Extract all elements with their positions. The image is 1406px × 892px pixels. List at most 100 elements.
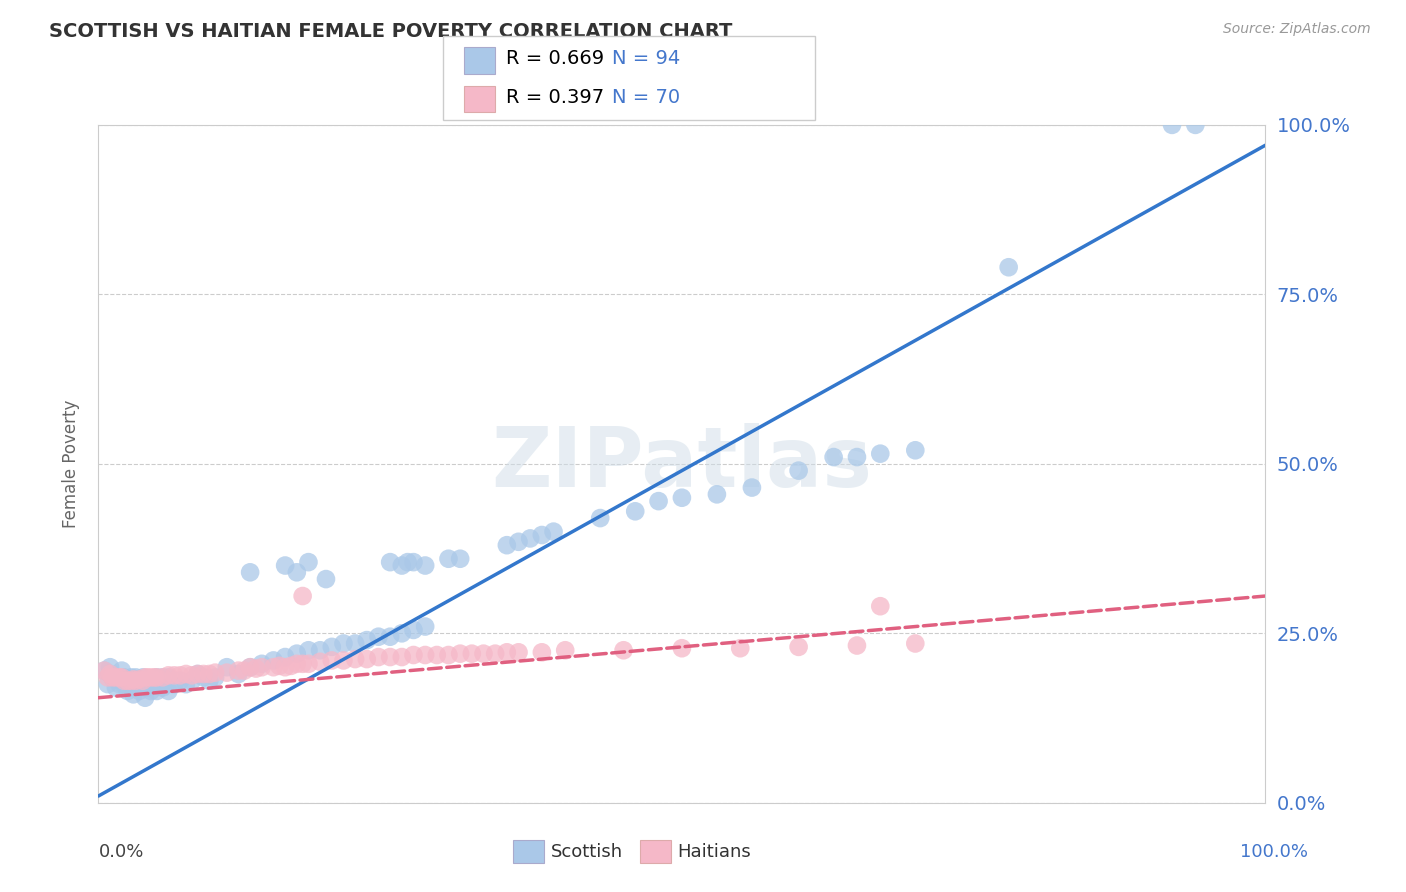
Point	[285, 657, 308, 671]
Point	[132, 673, 155, 688]
Point	[108, 677, 131, 691]
Point	[613, 643, 636, 657]
Point	[472, 647, 495, 661]
Point	[125, 673, 148, 688]
Point	[344, 636, 367, 650]
Point	[671, 491, 693, 505]
Point	[344, 652, 367, 666]
Point	[285, 647, 308, 661]
Point	[869, 447, 891, 461]
Point	[128, 673, 150, 687]
Point	[269, 658, 291, 673]
Point	[112, 677, 135, 691]
Point	[380, 630, 402, 644]
Point	[132, 670, 155, 684]
Point	[180, 668, 202, 682]
Point	[98, 660, 121, 674]
Point	[148, 677, 170, 691]
Point	[204, 670, 226, 684]
Text: R = 0.669: R = 0.669	[506, 49, 623, 68]
Point	[297, 657, 319, 671]
Text: 100.0%: 100.0%	[1240, 843, 1308, 861]
Point	[262, 660, 284, 674]
Point	[128, 673, 150, 688]
Point	[98, 667, 121, 681]
Point	[215, 665, 238, 680]
Point	[93, 664, 115, 678]
Point	[530, 645, 553, 659]
Point	[280, 658, 302, 673]
Point	[508, 534, 530, 549]
Point	[367, 630, 389, 644]
Point	[530, 528, 553, 542]
Point	[117, 673, 139, 688]
Point	[163, 677, 186, 691]
Point	[120, 670, 142, 684]
Point	[309, 643, 332, 657]
Point	[163, 668, 186, 682]
Point	[484, 647, 506, 661]
Point	[846, 450, 869, 464]
Point	[152, 670, 174, 684]
Point	[508, 645, 530, 659]
Text: ZIPatlas: ZIPatlas	[492, 424, 872, 504]
Text: Scottish: Scottish	[551, 843, 623, 861]
Point	[245, 662, 267, 676]
Point	[250, 660, 273, 674]
Text: N = 94: N = 94	[612, 49, 681, 68]
Point	[108, 670, 131, 684]
Point	[198, 667, 221, 681]
Point	[228, 667, 250, 681]
Point	[402, 555, 425, 569]
Point	[174, 677, 197, 691]
Point	[297, 643, 319, 657]
Point	[174, 667, 197, 681]
Point	[413, 558, 436, 573]
Point	[291, 589, 314, 603]
Point	[139, 673, 162, 688]
Point	[624, 504, 647, 518]
Point	[396, 555, 419, 569]
Point	[134, 677, 156, 691]
Point	[204, 665, 226, 680]
Point	[449, 647, 471, 661]
Point	[239, 566, 262, 580]
Point	[233, 664, 256, 678]
Point	[117, 684, 139, 698]
Point	[143, 670, 166, 684]
Point	[413, 619, 436, 633]
Point	[120, 673, 142, 688]
Point	[152, 670, 174, 684]
Point	[169, 668, 191, 682]
Point	[274, 660, 297, 674]
Point	[496, 538, 519, 552]
Point	[250, 657, 273, 671]
Point	[128, 684, 150, 698]
Point	[157, 684, 180, 698]
Point	[402, 623, 425, 637]
Point	[309, 655, 332, 669]
Point	[461, 647, 484, 661]
Text: R = 0.397: R = 0.397	[506, 87, 623, 107]
Point	[122, 673, 145, 687]
Point	[554, 643, 576, 657]
Point	[437, 551, 460, 566]
Point	[112, 673, 135, 688]
Point	[315, 572, 337, 586]
Point	[321, 640, 343, 654]
Point	[426, 648, 449, 662]
Point	[787, 640, 810, 654]
Point	[112, 670, 135, 684]
Point	[146, 684, 169, 698]
Point	[132, 677, 155, 691]
Point	[391, 626, 413, 640]
Point	[134, 690, 156, 705]
Point	[157, 670, 180, 684]
Text: SCOTTISH VS HAITIAN FEMALE POVERTY CORRELATION CHART: SCOTTISH VS HAITIAN FEMALE POVERTY CORRE…	[49, 22, 733, 41]
Point	[496, 645, 519, 659]
Point	[122, 677, 145, 691]
Point	[239, 660, 262, 674]
Point	[846, 639, 869, 653]
Point	[97, 677, 120, 691]
Text: N = 70: N = 70	[612, 87, 679, 107]
